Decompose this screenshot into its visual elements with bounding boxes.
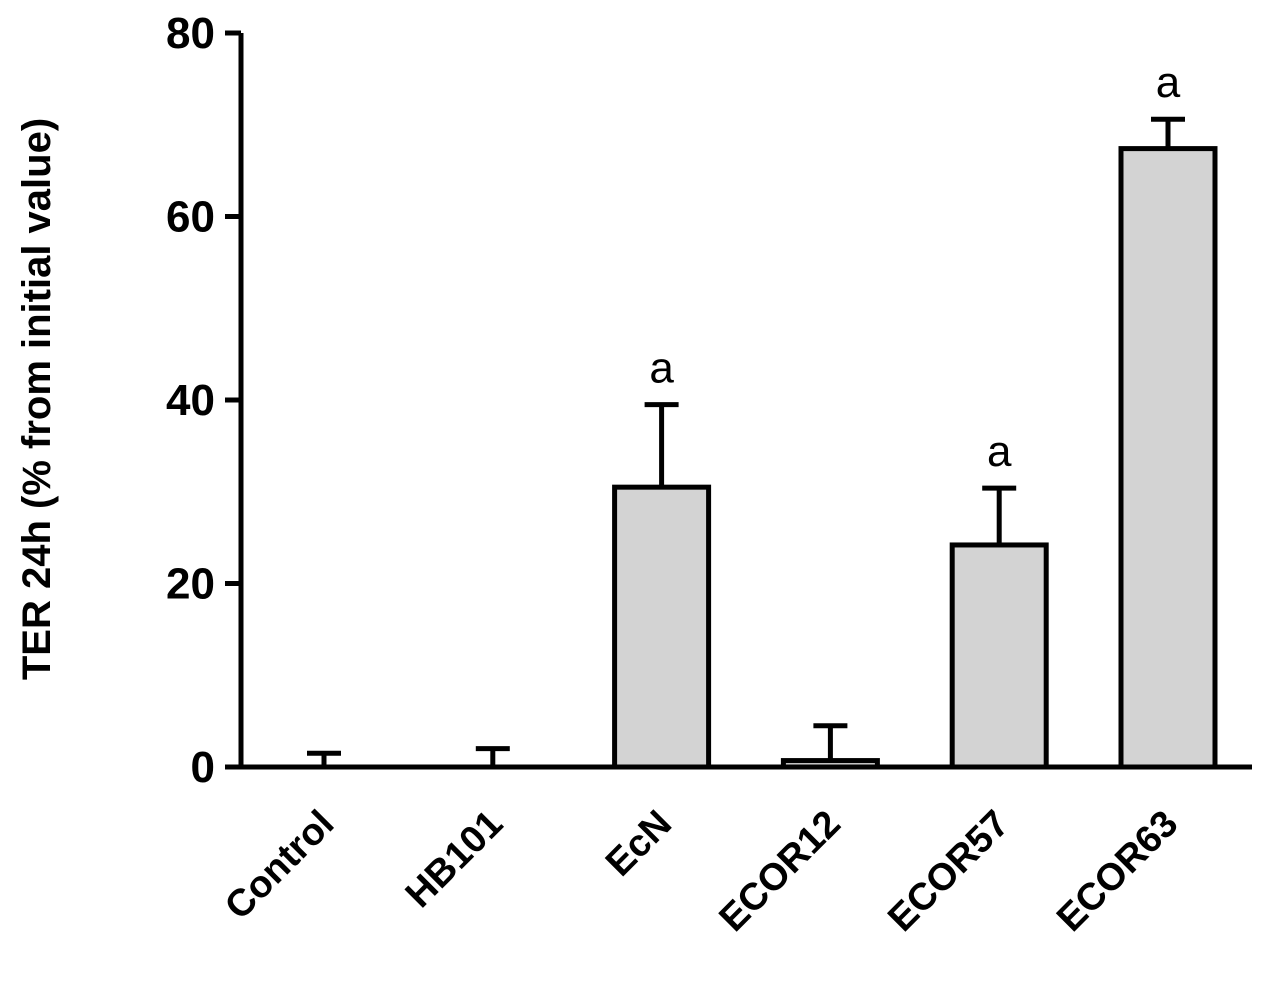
x-tick-label: Control — [217, 803, 342, 928]
x-tick-label: EcN — [598, 803, 680, 885]
axes-layer: 0 20 40 60 80 — [166, 9, 1252, 792]
significance-label: a — [987, 427, 1012, 476]
significance-label: a — [1156, 58, 1181, 107]
bar — [1118, 146, 1218, 770]
bars-layer — [612, 146, 1218, 770]
y-axis-title-group: TER 24h (% from initial value) — [15, 118, 59, 680]
x-tick-label: HB101 — [398, 803, 511, 916]
y-tick-label: 80 — [166, 9, 215, 58]
y-tick-label: 20 — [166, 560, 215, 609]
significance-label: a — [649, 344, 674, 393]
y-tick-label: 40 — [166, 376, 215, 425]
x-tick-label: ECOR63 — [1049, 803, 1186, 940]
bar — [949, 542, 1049, 770]
x-tick-label: ECOR57 — [880, 803, 1017, 940]
bar — [612, 484, 712, 770]
y-tick-label: 60 — [166, 193, 215, 242]
y-axis-title: TER 24h (% from initial value) — [15, 118, 59, 680]
error-bars-layer — [307, 116, 1185, 767]
x-tick-label: ECOR12 — [712, 803, 849, 940]
y-tick-label: 0 — [191, 743, 215, 792]
